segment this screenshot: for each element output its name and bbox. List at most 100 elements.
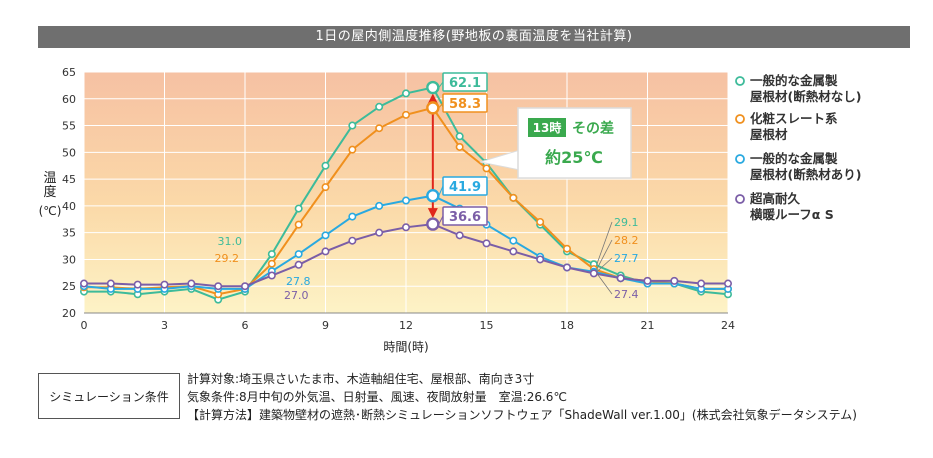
y-tick-label: 30 bbox=[62, 253, 76, 266]
data-point bbox=[348, 145, 357, 154]
y-tick-label: 35 bbox=[62, 227, 76, 240]
data-point bbox=[348, 121, 357, 130]
data-point bbox=[294, 260, 303, 269]
right-value-label: 27.7 bbox=[614, 252, 639, 265]
arrow-head-down bbox=[427, 208, 438, 219]
left-value-label: 27.0 bbox=[284, 289, 309, 302]
right-leader bbox=[596, 221, 613, 265]
peak-label: 62.1 bbox=[449, 76, 481, 91]
peak-marker-3 bbox=[426, 189, 440, 203]
legend-marker-4 bbox=[735, 194, 745, 204]
callout-text-1: その差 bbox=[572, 120, 614, 137]
left-value-label: 27.8 bbox=[286, 275, 311, 288]
right-leader bbox=[596, 239, 613, 270]
arrow-head-up bbox=[427, 93, 438, 104]
data-point bbox=[616, 274, 625, 283]
data-point bbox=[375, 124, 384, 133]
data-point bbox=[294, 250, 303, 259]
data-point bbox=[482, 164, 491, 173]
peak-label-box bbox=[442, 72, 488, 92]
peak-label: 36.6 bbox=[449, 210, 481, 225]
y-tick-label: 40 bbox=[62, 200, 76, 213]
x-tick-label: 9 bbox=[322, 319, 329, 332]
data-point bbox=[106, 279, 115, 288]
data-point bbox=[401, 223, 410, 232]
callout-badge-text: 13時 bbox=[533, 120, 562, 135]
y-axis-unit: (℃) bbox=[39, 204, 62, 218]
data-point bbox=[643, 276, 652, 285]
peak-label: 41.9 bbox=[449, 180, 481, 195]
line-chart: 20 25 30 35 40 45 50 55 60 65 0 3 6 9 12 15 18 21 24 時間(時) 温… bbox=[39, 66, 862, 354]
right-value-label: 28.2 bbox=[614, 234, 639, 247]
data-point bbox=[321, 247, 330, 256]
data-point bbox=[214, 282, 223, 291]
conditions-target: 計算対象:埼玉県さいたま市、木造軸組住宅、屋根部、南向き3寸 bbox=[187, 372, 535, 386]
legend-marker-3 bbox=[735, 154, 745, 164]
x-tick-label: 3 bbox=[161, 319, 168, 332]
data-point bbox=[321, 183, 330, 192]
legend-label: 超高耐久 bbox=[749, 191, 801, 206]
peak-marker-1 bbox=[426, 80, 440, 95]
x-tick-label: 15 bbox=[480, 319, 494, 332]
legend-label: 横暖ルーフα S bbox=[750, 207, 834, 222]
data-point bbox=[509, 236, 518, 245]
legend-marker-1 bbox=[735, 76, 745, 86]
right-value-label: 29.1 bbox=[614, 216, 639, 229]
data-point bbox=[267, 271, 276, 280]
callout-badge bbox=[528, 118, 566, 137]
data-point bbox=[348, 212, 357, 221]
data-point bbox=[133, 280, 142, 289]
x-axis-label: 時間(時) bbox=[383, 340, 428, 354]
left-value-label: 29.2 bbox=[215, 252, 240, 265]
data-point bbox=[482, 239, 491, 248]
legend: 一般的な金属製屋根材(断熱材なし)化粧スレート系屋根材一般的な金属製屋根材(断熱… bbox=[735, 73, 861, 222]
conditions-label: シミュレーション条件 bbox=[38, 373, 180, 419]
data-point bbox=[401, 89, 410, 98]
data-point bbox=[697, 279, 706, 288]
peak-label-box bbox=[442, 206, 488, 226]
data-point bbox=[562, 263, 571, 272]
right-leader bbox=[596, 257, 613, 273]
right-value-label: 27.4 bbox=[614, 288, 639, 301]
data-point bbox=[80, 279, 89, 288]
peak-label-box bbox=[442, 176, 488, 196]
left-value-label: 31.0 bbox=[218, 235, 243, 248]
data-point bbox=[294, 220, 303, 229]
data-point bbox=[321, 231, 330, 240]
x-tick-label: 0 bbox=[81, 319, 88, 332]
y-tick-label: 45 bbox=[62, 173, 76, 186]
legend-label: 屋根材(断熱材なし) bbox=[750, 89, 861, 104]
data-point bbox=[375, 201, 384, 210]
data-point bbox=[401, 196, 410, 205]
legend-label: 化粧スレート系 bbox=[750, 111, 838, 126]
data-point bbox=[401, 110, 410, 119]
y-axis-label-char: 温 bbox=[43, 171, 56, 186]
data-point bbox=[267, 259, 276, 268]
conditions-method: 【計算方法】建築物壁材の遮熱･断熱シミュレーションソフトウェア「ShadeWal… bbox=[187, 408, 857, 422]
peak-marker-2 bbox=[426, 101, 440, 115]
data-point bbox=[375, 102, 384, 111]
data-point bbox=[509, 193, 518, 202]
data-point bbox=[536, 255, 545, 264]
data-point bbox=[455, 142, 464, 151]
legend-label: 一般的な金属製 bbox=[750, 73, 838, 88]
peak-label-box bbox=[442, 93, 488, 113]
y-tick-label: 20 bbox=[62, 307, 76, 320]
series-layer bbox=[80, 86, 732, 304]
legend-label: 一般的な金属製 bbox=[750, 151, 838, 166]
annotation-layer: 62.1 58.3 41.9 36.6 31.0 29.2 27.827.0 29.1 28.2… bbox=[215, 72, 639, 302]
y-tick-label: 25 bbox=[62, 280, 76, 293]
axes: 20 25 30 35 40 45 50 55 60 65 0 3 6 9 12 15 18 21 24 時間(時) 温… bbox=[39, 66, 735, 354]
callout-text-2: 約25℃ bbox=[545, 148, 603, 167]
y-tick-label: 50 bbox=[62, 146, 76, 159]
data-point bbox=[187, 279, 196, 288]
x-tick-label: 18 bbox=[560, 319, 574, 332]
data-point bbox=[562, 244, 571, 253]
data-point bbox=[536, 217, 545, 226]
right-leader bbox=[596, 273, 613, 295]
y-tick-label: 55 bbox=[62, 120, 76, 133]
gridlines bbox=[83, 71, 729, 314]
data-point bbox=[670, 276, 679, 285]
peak-label: 58.3 bbox=[449, 97, 481, 112]
data-point bbox=[589, 269, 598, 278]
